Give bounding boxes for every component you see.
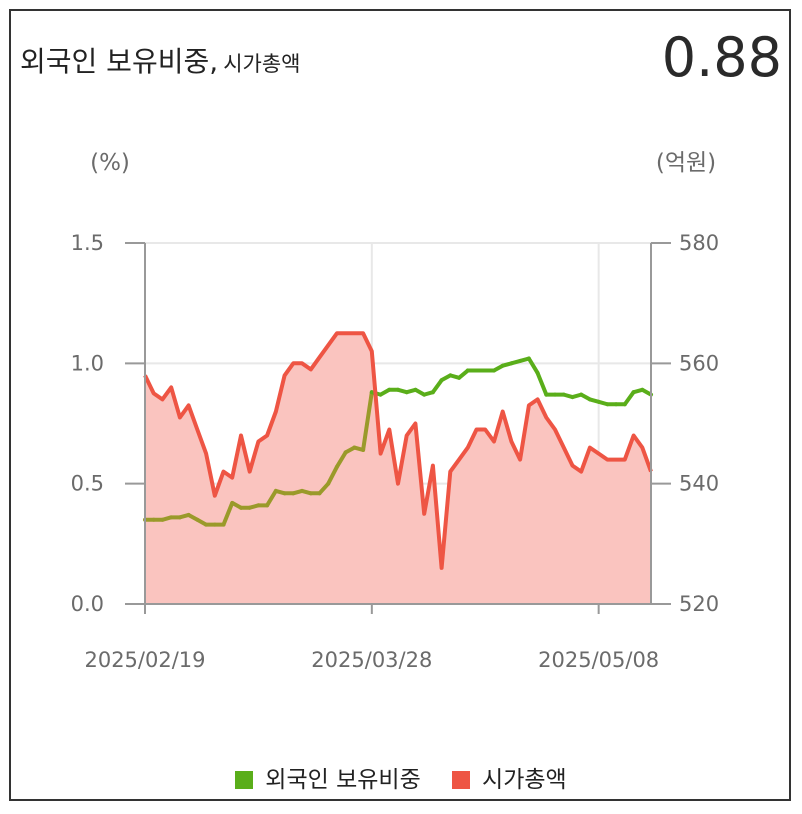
legend-swatch-market-cap — [452, 771, 471, 789]
right-tick-label: 560 — [679, 351, 719, 375]
x-tick-label: 2025/03/28 — [311, 648, 432, 672]
foreign-ownership-segment — [430, 378, 444, 395]
left-tick-label: 1.0 — [71, 351, 104, 375]
market-cap-line — [143, 331, 653, 570]
right-tick-label: 540 — [679, 472, 719, 496]
legend-item-market-cap[interactable]: 시가총액 — [452, 760, 567, 794]
foreign-ownership-segment — [221, 500, 235, 527]
x-tick-label: 2025/02/19 — [84, 648, 205, 672]
left-tick-label: 0.0 — [71, 592, 104, 616]
foreign-ownership-segment — [622, 390, 636, 407]
left-tick-label: 1.5 — [71, 231, 104, 255]
left-axis-unit: (%) — [90, 150, 130, 176]
foreign-ownership-segment — [640, 387, 653, 397]
right-tick-label: 580 — [679, 231, 719, 255]
chart-legend: 외국인 보유비중 시가총액 — [0, 760, 802, 794]
right-axis-unit: (억원) — [656, 150, 716, 176]
chart-title-sub: 시가총액 — [223, 52, 301, 76]
chart-title: 외국인 보유비중, 시가총액 — [20, 40, 301, 80]
chart-card — [9, 9, 791, 801]
legend-item-foreign[interactable]: 외국인 보유비중 — [235, 760, 421, 794]
market-cap-area — [145, 333, 651, 604]
chart-title-main: 외국인 보유비중, — [20, 45, 219, 78]
foreign-ownership-segment — [265, 488, 278, 508]
foreign-ownership-segment — [526, 356, 540, 375]
left-tick-label: 0.5 — [71, 472, 104, 496]
foreign-ownership-segment — [317, 481, 331, 496]
legend-label-foreign: 외국인 보유비중 — [265, 767, 421, 793]
right-tick-label: 520 — [679, 592, 719, 616]
x-tick-label: 2025/05/08 — [538, 648, 659, 672]
foreign-ownership-segment — [361, 390, 374, 452]
foreign-ownership-segment — [334, 450, 348, 469]
legend-swatch-foreign — [235, 771, 254, 789]
foreign-ownership-segment — [535, 370, 549, 397]
foreign-ownership-segment — [326, 464, 339, 486]
legend-label-market-cap: 시가총액 — [482, 767, 567, 793]
current-value: 0.88 — [661, 26, 782, 89]
